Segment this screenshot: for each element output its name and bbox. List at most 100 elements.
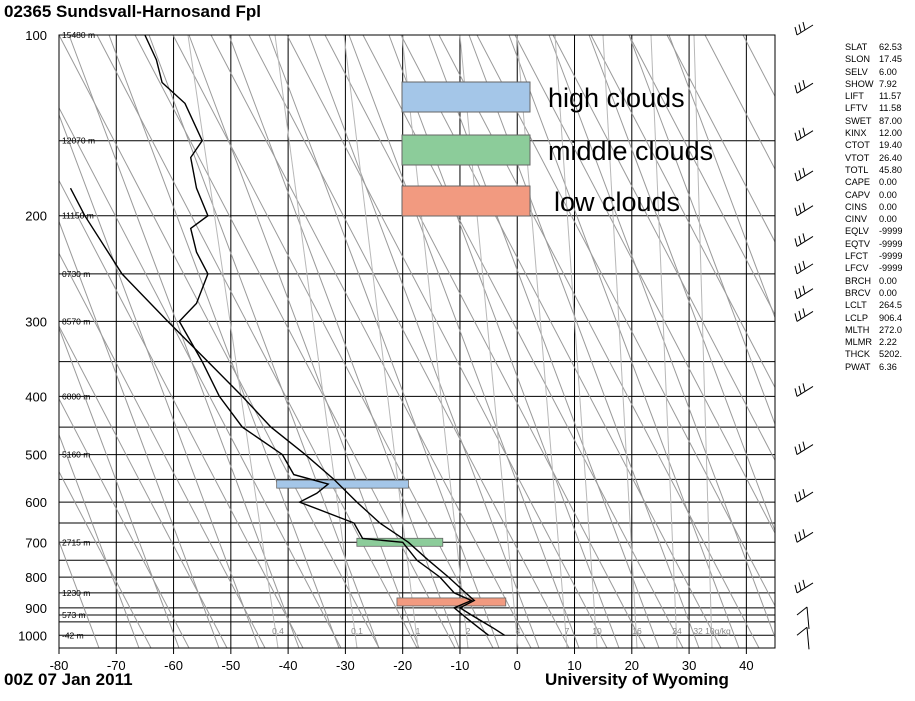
dry-adiabat-line: [59, 35, 380, 648]
pressure-tick-label: 800: [25, 570, 47, 585]
mixing-ratio-label: 16: [632, 626, 642, 636]
index-name: LCLP: [845, 312, 868, 323]
dry-adiabat-line: [704, 35, 775, 171]
height-label: 8570 m: [62, 316, 90, 326]
legend-swatch: [401, 185, 531, 217]
index-value: 12.00: [879, 128, 902, 139]
index-value: 264.5: [879, 300, 902, 311]
adiabat-line: [308, 35, 540, 648]
adiabat-line: [348, 35, 580, 648]
adiabat-line: [668, 35, 775, 319]
index-row: EQLV -9999: [845, 225, 903, 237]
mixing-ratio-label: 2: [466, 626, 471, 636]
dry-adiabat-line: [59, 470, 152, 648]
mixing-ratio-line: [274, 35, 358, 648]
x-tick-label: -10: [451, 658, 470, 673]
index-row: LFCT -9999: [845, 250, 903, 262]
chart-grid: [59, 35, 775, 648]
x-tick-label: 0: [514, 658, 521, 673]
index-value: 2.22: [879, 337, 897, 348]
mixing-ratio-line: [401, 35, 469, 648]
profile-line-1: [144, 35, 490, 636]
index-row: THCK 5202.: [845, 348, 903, 360]
index-row: SWET 87.00: [845, 115, 903, 127]
x-tick-label: -70: [107, 658, 126, 673]
height-label: 11150 m: [62, 211, 94, 221]
dry-adiabat-line: [552, 35, 775, 462]
dry-adiabat-line: [438, 35, 760, 648]
dry-adiabat-line: [362, 35, 684, 648]
index-name: BRCH: [845, 275, 872, 286]
mixing-ratio-line: [459, 35, 519, 648]
index-name: LFCV: [845, 263, 869, 274]
index-name: SLAT: [845, 42, 868, 52]
index-row: VTOT 26.40: [845, 152, 903, 164]
mixing-ratio-label: 4: [516, 626, 521, 636]
x-tick-label: 20: [625, 658, 639, 673]
index-row: TOTL 45.80: [845, 164, 903, 176]
mixing-ratio-line: [650, 35, 678, 648]
wind-barb: [794, 127, 814, 142]
index-row: LCLT 264.5: [845, 299, 903, 311]
index-value: -9999: [879, 263, 903, 274]
mixing-ratio-label: 0.1: [351, 626, 363, 636]
index-value: 906.4: [879, 312, 902, 323]
dry-adiabat-line: [59, 252, 266, 648]
index-name: SWET: [845, 115, 872, 126]
index-name: CINV: [845, 214, 867, 225]
plot-frame: [58, 34, 776, 649]
index-name: VTOT: [845, 152, 870, 163]
pressure-tick-label: 900: [25, 601, 47, 616]
cloud-bar-high: [276, 479, 409, 489]
dry-adiabat-line: [59, 325, 228, 648]
index-value: 0.00: [879, 201, 897, 212]
adiabat-line: [108, 35, 340, 648]
index-value: 19.40: [879, 140, 902, 151]
mixing-ratio-label: 32 10g/kg: [693, 626, 731, 636]
index-row: CAPV 0.00: [845, 189, 903, 201]
index-name: EQTV: [845, 238, 871, 249]
dry-adiabat-line: [514, 35, 775, 535]
index-name: CTOT: [845, 140, 870, 151]
wind-barb: [794, 202, 814, 217]
index-row: SLAT 62.53: [845, 41, 903, 53]
index-name: CINS: [845, 201, 867, 212]
chart-axes: -80 -70 -60 -50 -40 -30 -20 -10 0 10 20 30 40 100 200 3…: [18, 28, 776, 673]
index-name: SLON: [845, 54, 871, 65]
index-row: LCLP 906.4: [845, 312, 903, 324]
wind-barb: [794, 308, 814, 322]
adiabat-line: [59, 220, 220, 648]
index-value: 272.0: [879, 324, 902, 335]
index-row: EQTV -9999: [845, 238, 903, 250]
index-row: PWAT 6.36: [845, 361, 903, 373]
pressure-tick-label: 600: [25, 495, 47, 510]
index-value: 87.00: [879, 115, 902, 126]
profile-line-0: [69, 187, 505, 636]
x-tick-label: -30: [336, 658, 355, 673]
wind-barbs: [774, 21, 814, 650]
mixing-ratio-label: 7: [565, 626, 570, 636]
index-row: BRCH 0.00: [845, 275, 903, 287]
height-label: -42 m: [62, 630, 84, 640]
wind-barb: [794, 579, 814, 594]
x-tick-label: -20: [393, 658, 412, 673]
index-value: -9999: [879, 238, 903, 249]
cloud-bar-low: [396, 597, 507, 607]
index-value: 0.00: [879, 275, 897, 286]
dry-adiabat-line: [210, 35, 532, 648]
x-tick-label: 30: [682, 658, 696, 673]
index-value: 5202.: [879, 349, 902, 360]
pressure-tick-label: 300: [25, 314, 47, 329]
dry-adiabat-line: [590, 35, 775, 389]
mixing-ratio-line: [693, 35, 713, 648]
pressure-tick-label: 200: [25, 209, 47, 224]
timestamp: 00Z 07 Jan 2011: [4, 670, 133, 689]
index-row: LFCV -9999: [845, 262, 903, 274]
wind-barb: [794, 285, 814, 300]
index-value: 7.92: [879, 78, 897, 89]
index-value: 62.53: [879, 42, 902, 52]
mixing-ratio-line: [187, 35, 279, 648]
index-row: KINX 12.00: [845, 127, 903, 139]
dry-adiabat-line: [59, 397, 190, 648]
adiabat-line: [68, 35, 300, 648]
